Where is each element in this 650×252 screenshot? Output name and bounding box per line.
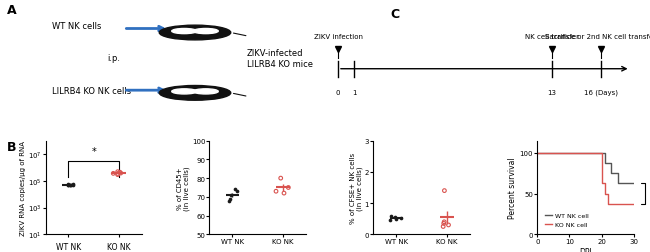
- Point: [226, 193, 236, 197]
- Point: [232, 190, 242, 194]
- Text: *: *: [92, 146, 96, 156]
- Y-axis label: ZIKV RNA copies/μg of RNA: ZIKV RNA copies/μg of RNA: [20, 140, 26, 235]
- Point: [62, 183, 73, 187]
- Point: [225, 197, 235, 201]
- Legend: WT NK cell, KO NK cell: WT NK cell, KO NK cell: [542, 211, 591, 229]
- Line: WT NK cell: WT NK cell: [538, 153, 634, 184]
- Text: 0: 0: [336, 89, 340, 96]
- Text: Sacrifice or 2nd NK cell transfer: Sacrifice or 2nd NK cell transfer: [545, 34, 650, 40]
- Text: B: B: [6, 140, 16, 153]
- KO NK cell: [598, 182, 606, 185]
- Point: [65, 183, 75, 187]
- WT NK cell: [595, 152, 603, 155]
- KO NK cell: [630, 202, 638, 205]
- Point: [229, 187, 240, 192]
- Point: [114, 171, 125, 175]
- Y-axis label: Percent survival: Percent survival: [508, 157, 517, 218]
- Circle shape: [193, 89, 218, 94]
- Text: WT NK cells: WT NK cells: [52, 22, 101, 31]
- Point: [68, 183, 78, 187]
- Circle shape: [159, 26, 231, 41]
- WT NK cell: [630, 182, 638, 185]
- Text: A: A: [6, 4, 16, 17]
- Point: [438, 225, 448, 229]
- Point: [68, 183, 79, 187]
- WT NK cell: [534, 152, 541, 155]
- KO NK cell: [601, 192, 608, 195]
- Line: KO NK cell: KO NK cell: [538, 153, 634, 204]
- Point: [64, 183, 75, 187]
- Point: [385, 218, 395, 222]
- Point: [279, 191, 289, 195]
- Point: [439, 220, 449, 224]
- Text: ZIKV infection: ZIKV infection: [313, 34, 363, 40]
- Point: [283, 186, 294, 190]
- Y-axis label: % of CFSE+ NK cells
(in live cells): % of CFSE+ NK cells (in live cells): [350, 152, 363, 223]
- WT NK cell: [614, 182, 621, 185]
- Point: [443, 223, 454, 227]
- Circle shape: [172, 89, 197, 94]
- Circle shape: [159, 86, 231, 101]
- KO NK cell: [604, 202, 612, 205]
- Point: [66, 183, 76, 187]
- KO NK cell: [595, 152, 603, 155]
- Point: [391, 217, 401, 221]
- Text: C: C: [390, 8, 399, 20]
- Point: [390, 215, 400, 219]
- Text: 1: 1: [352, 89, 357, 96]
- Point: [112, 173, 123, 177]
- Point: [112, 170, 123, 174]
- X-axis label: DPI: DPI: [579, 247, 592, 252]
- WT NK cell: [607, 172, 615, 175]
- WT NK cell: [601, 162, 608, 165]
- KO NK cell: [534, 152, 541, 155]
- Point: [385, 214, 396, 218]
- Circle shape: [172, 29, 197, 35]
- Point: [112, 172, 123, 176]
- Text: 13: 13: [547, 89, 556, 96]
- Text: i.p.: i.p.: [107, 54, 120, 63]
- Text: LILRB4 KO NK cells: LILRB4 KO NK cells: [52, 86, 131, 95]
- Text: NK cell transfer: NK cell transfer: [525, 34, 578, 40]
- Point: [271, 190, 281, 194]
- Point: [276, 176, 286, 180]
- Point: [224, 199, 234, 203]
- Point: [439, 222, 449, 226]
- Point: [62, 182, 73, 186]
- Y-axis label: % of CD45+
(in live cells): % of CD45+ (in live cells): [177, 166, 190, 210]
- Point: [439, 189, 450, 193]
- Circle shape: [193, 29, 218, 35]
- Point: [396, 216, 406, 220]
- Point: [62, 183, 73, 187]
- Point: [108, 172, 118, 176]
- Point: [116, 171, 126, 175]
- Text: 16 (Days): 16 (Days): [584, 89, 618, 96]
- Text: ZIKV-infected
LILRB4 KO mice: ZIKV-infected LILRB4 KO mice: [247, 49, 313, 69]
